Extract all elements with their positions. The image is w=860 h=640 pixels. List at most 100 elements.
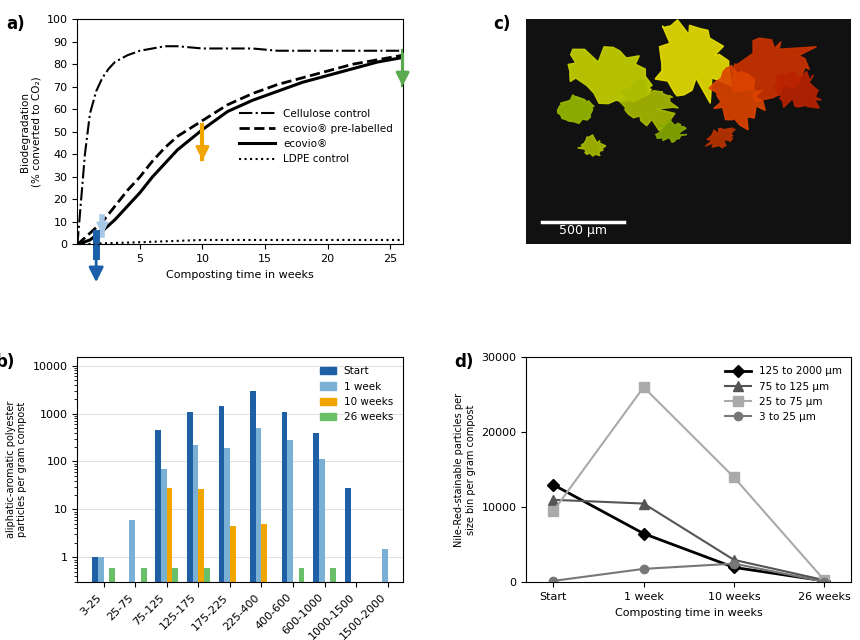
LDPE control: [322, 236, 333, 244]
LDPE control: [97, 239, 108, 247]
Polygon shape: [568, 47, 652, 104]
Cellulose control: [298, 47, 308, 54]
Cellulose control: [372, 47, 383, 54]
Text: d): d): [455, 353, 474, 371]
ecovio® pre-labelled: [248, 90, 258, 97]
Cellulose control: [80, 150, 90, 158]
Cellulose control: [97, 74, 108, 82]
Line: LDPE control: LDPE control: [77, 240, 402, 244]
ecovio®: [97, 227, 108, 235]
ecovio®: [397, 54, 408, 61]
75 to 125 μm: [728, 556, 739, 564]
Cellulose control: [172, 42, 182, 50]
ecovio® pre-labelled: [122, 187, 132, 195]
Bar: [261, 524, 267, 640]
125 to 2000 μm: [728, 564, 739, 572]
ecovio® pre-labelled: [172, 132, 182, 140]
Y-axis label: aliphatic-aromatic polyester
particles per gram compost: aliphatic-aromatic polyester particles p…: [5, 401, 28, 538]
ecovio®: [347, 65, 358, 72]
ecovio® pre-labelled: [322, 67, 333, 75]
75 to 125 μm: [638, 500, 648, 508]
Polygon shape: [578, 135, 605, 156]
Cellulose control: [160, 42, 170, 50]
ecovio® pre-labelled: [85, 229, 95, 237]
ecovio® pre-labelled: [135, 173, 145, 180]
X-axis label: Composting time in weeks: Composting time in weeks: [166, 269, 314, 280]
Bar: [187, 412, 193, 640]
Bar: [193, 445, 199, 640]
Cellulose control: [322, 47, 333, 54]
Cellulose control: [397, 47, 408, 54]
Line: 125 to 2000 μm: 125 to 2000 μm: [550, 481, 828, 585]
X-axis label: Composting time in weeks: Composting time in weeks: [615, 607, 763, 618]
Polygon shape: [705, 128, 735, 148]
Cellulose control: [273, 47, 283, 54]
Polygon shape: [620, 79, 679, 131]
LDPE control: [72, 241, 83, 248]
Bar: [167, 488, 172, 640]
Y-axis label: Biodegradation
(% converted to CO₂): Biodegradation (% converted to CO₂): [20, 77, 41, 187]
ecovio®: [223, 108, 233, 115]
LDPE control: [197, 236, 207, 244]
Cellulose control: [347, 47, 358, 54]
ecovio®: [273, 88, 283, 95]
Text: a): a): [6, 15, 24, 33]
ecovio® pre-labelled: [197, 116, 207, 124]
Polygon shape: [709, 66, 765, 130]
ecovio® pre-labelled: [160, 144, 170, 152]
LDPE control: [397, 236, 408, 244]
Text: c): c): [494, 15, 511, 33]
Cellulose control: [103, 65, 114, 72]
Bar: [382, 549, 388, 640]
Bar: [172, 568, 178, 640]
Cellulose control: [147, 45, 157, 52]
125 to 2000 μm: [548, 481, 558, 488]
Bar: [161, 469, 167, 640]
Text: 500 μm: 500 μm: [559, 225, 607, 237]
Cellulose control: [91, 88, 101, 95]
ecovio®: [85, 236, 95, 244]
Cellulose control: [122, 51, 132, 59]
ecovio® pre-labelled: [223, 101, 233, 109]
Polygon shape: [557, 95, 594, 124]
Line: ecovio® pre-labelled: ecovio® pre-labelled: [77, 55, 402, 244]
Polygon shape: [655, 119, 687, 142]
125 to 2000 μm: [819, 577, 829, 585]
125 to 2000 μm: [638, 530, 648, 538]
Cellulose control: [76, 196, 86, 204]
ecovio®: [298, 79, 308, 86]
Bar: [250, 390, 255, 640]
ecovio®: [172, 146, 182, 154]
Cellulose control: [72, 241, 83, 248]
LDPE control: [260, 236, 270, 244]
Y-axis label: Nile-Red-stainable particles per
size bin per gram compost: Nile-Red-stainable particles per size bi…: [454, 393, 476, 547]
Polygon shape: [732, 38, 816, 102]
Bar: [298, 568, 304, 640]
ecovio®: [147, 173, 157, 180]
25 to 75 μm: [548, 508, 558, 515]
Bar: [92, 557, 98, 640]
Polygon shape: [655, 20, 732, 104]
ecovio®: [122, 202, 132, 210]
25 to 75 μm: [728, 474, 739, 481]
Bar: [204, 568, 210, 640]
Line: Cellulose control: Cellulose control: [77, 46, 402, 244]
Legend: Cellulose control, ecovio® pre-labelled, ecovio®, LDPE control: Cellulose control, ecovio® pre-labelled,…: [235, 104, 397, 168]
Bar: [255, 428, 261, 640]
3 to 25 μm: [638, 565, 648, 573]
Bar: [330, 568, 336, 640]
ecovio® pre-labelled: [72, 241, 83, 248]
ecovio® pre-labelled: [97, 218, 108, 226]
75 to 125 μm: [819, 576, 829, 584]
Line: 75 to 125 μm: 75 to 125 μm: [549, 495, 829, 585]
3 to 25 μm: [819, 578, 829, 586]
Cellulose control: [223, 45, 233, 52]
Bar: [98, 557, 103, 640]
25 to 75 μm: [638, 383, 648, 391]
Cellulose control: [197, 45, 207, 52]
Polygon shape: [774, 72, 821, 108]
Cellulose control: [135, 47, 145, 54]
Line: 3 to 25 μm: 3 to 25 μm: [550, 559, 828, 586]
ecovio® pre-labelled: [147, 157, 157, 165]
Bar: [130, 520, 135, 640]
